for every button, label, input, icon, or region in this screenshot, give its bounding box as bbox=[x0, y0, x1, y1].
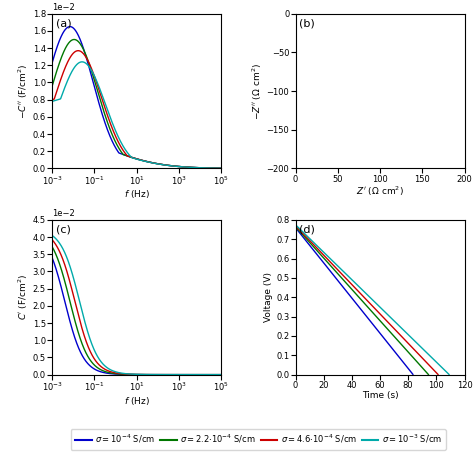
Y-axis label: $-Z''$ (Ω cm$^2$): $-Z''$ (Ω cm$^2$) bbox=[250, 63, 264, 120]
X-axis label: Time (s): Time (s) bbox=[362, 391, 398, 400]
Y-axis label: $C'$ (F/cm$^2$): $C'$ (F/cm$^2$) bbox=[17, 274, 30, 320]
X-axis label: $f$ (Hz): $f$ (Hz) bbox=[124, 395, 149, 407]
Legend: $\sigma = 10^{-4}$ S/cm, $\sigma = 2.2{\cdot}10^{-4}$ S/cm, $\sigma = 4.6{\cdot}: $\sigma = 10^{-4}$ S/cm, $\sigma = 2.2{\… bbox=[71, 429, 446, 450]
X-axis label: $f$ (Hz): $f$ (Hz) bbox=[124, 188, 149, 201]
X-axis label: $Z'$ (Ω cm$^2$): $Z'$ (Ω cm$^2$) bbox=[356, 185, 404, 198]
Text: (c): (c) bbox=[55, 224, 71, 234]
Text: (b): (b) bbox=[299, 18, 315, 28]
Y-axis label: $-C''$ (F/cm$^2$): $-C''$ (F/cm$^2$) bbox=[17, 63, 30, 119]
Text: (d): (d) bbox=[299, 224, 315, 234]
Y-axis label: Voltage (V): Voltage (V) bbox=[264, 272, 273, 322]
Text: (a): (a) bbox=[55, 18, 71, 28]
